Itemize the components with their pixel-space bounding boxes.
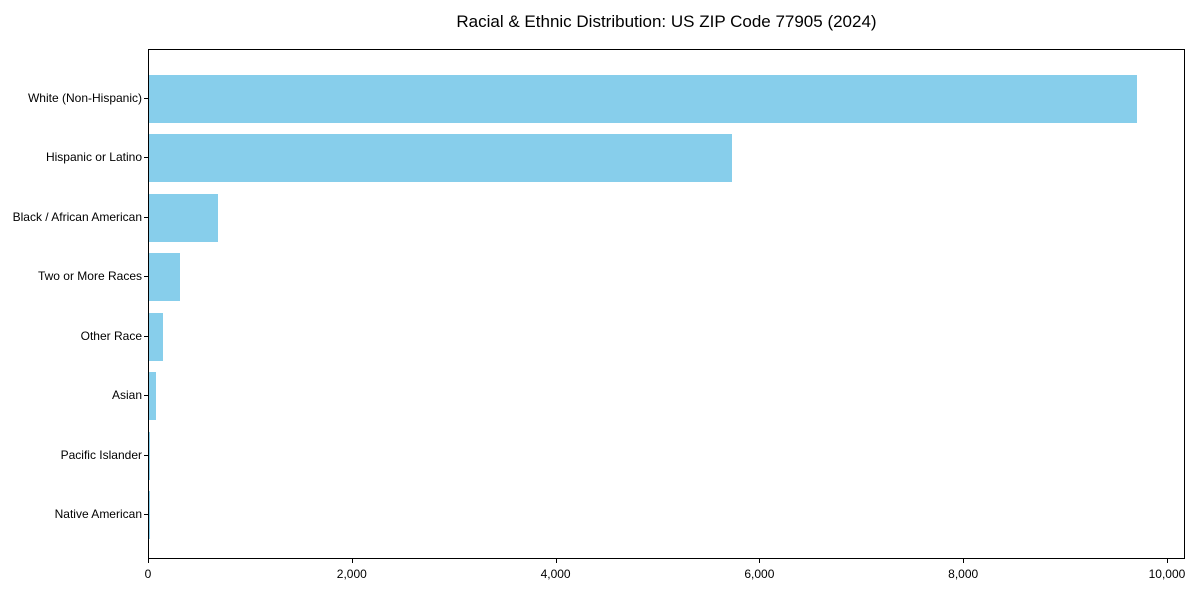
bar bbox=[149, 312, 163, 361]
y-tick-label: Hispanic or Latino bbox=[45, 150, 142, 165]
x-tick-mark bbox=[963, 559, 965, 563]
y-tick-label: Native American bbox=[54, 507, 142, 522]
x-tick-label: 8,000 bbox=[948, 567, 979, 581]
y-tick-mark bbox=[144, 454, 148, 456]
bar bbox=[149, 253, 180, 302]
plot-area bbox=[148, 49, 1185, 559]
y-tick-label: Other Race bbox=[80, 328, 142, 343]
x-tick-mark bbox=[555, 559, 557, 563]
x-tick-label: 0 bbox=[144, 567, 152, 581]
x-tick-label: 6,000 bbox=[744, 567, 775, 581]
y-tick-mark bbox=[144, 276, 148, 278]
x-tick-mark bbox=[351, 559, 353, 563]
x-tick-mark bbox=[148, 559, 149, 563]
y-tick-label: Two or More Races bbox=[37, 269, 142, 284]
x-tick-mark bbox=[1166, 559, 1168, 563]
chart-title: Racial & Ethnic Distribution: US ZIP Cod… bbox=[456, 12, 877, 31]
y-tick-mark bbox=[144, 97, 148, 99]
y-tick-mark bbox=[144, 335, 148, 337]
y-tick-mark bbox=[144, 157, 148, 159]
x-tick-label: 10,000 bbox=[1148, 567, 1186, 581]
x-tick-mark bbox=[759, 559, 761, 563]
y-tick-label: Pacific Islander bbox=[60, 447, 142, 462]
bar bbox=[149, 193, 218, 242]
y-tick-mark bbox=[144, 216, 148, 218]
bar bbox=[149, 372, 157, 421]
x-tick-label: 4,000 bbox=[540, 567, 571, 581]
bar bbox=[149, 431, 151, 480]
bar bbox=[149, 134, 732, 183]
y-tick-label: Asian bbox=[111, 388, 142, 403]
y-tick-label: White (Non-Hispanic) bbox=[27, 90, 142, 105]
y-tick-label: Black / African American bbox=[12, 209, 142, 224]
bar bbox=[149, 74, 1138, 123]
x-tick-label: 2,000 bbox=[336, 567, 367, 581]
y-tick-mark bbox=[144, 514, 148, 516]
y-tick-mark bbox=[144, 395, 148, 397]
